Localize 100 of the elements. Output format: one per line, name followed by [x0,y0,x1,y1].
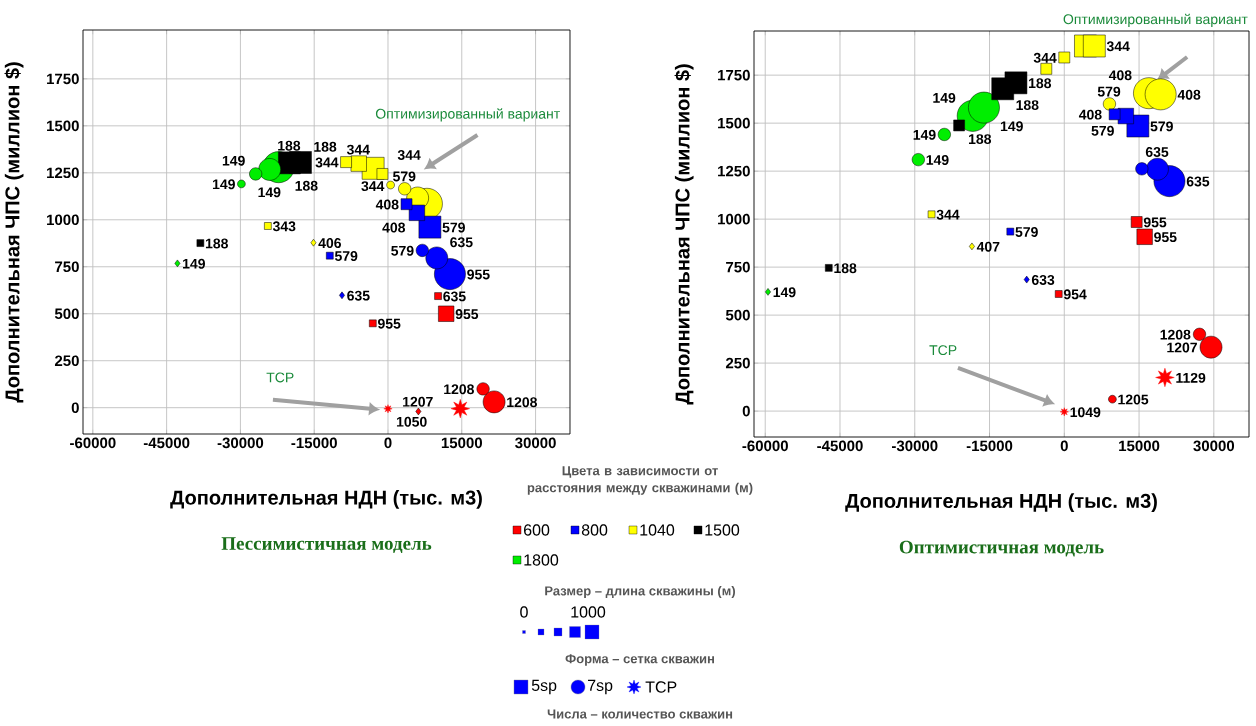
y-tick-label: 1500 [47,120,79,132]
x-tick-label: -15000 [291,437,337,449]
annotation: 579 [1150,121,1173,132]
x-tick-label: -15000 [966,440,1013,452]
annotation: 1208 [507,397,537,408]
y-tick-label: 1750 [47,73,79,85]
annotation: 344 [1106,41,1130,52]
y-tick-label: 1000 [47,214,79,226]
annotation: 633 [1031,274,1055,285]
x-tick-label: 30000 [1193,440,1235,452]
text: 5sp [531,679,557,695]
annotation: 408 [375,199,399,210]
annotation: 343 [272,221,296,232]
x-tick-label: -60000 [70,437,116,449]
annotation: 149 [1000,121,1023,132]
annotation: 344 [315,157,339,168]
x-tick-label: 15000 [1119,440,1160,452]
text: 7sp [588,679,613,695]
annotation: 188 [1029,78,1052,89]
annotation: 1049 [1070,407,1101,418]
legend-label: 600 [524,524,550,536]
annotation: Оптимизированный вариант [375,108,560,122]
x-tick-label: 0 [1060,440,1068,452]
annotation: 635 [1186,176,1210,187]
annotation: 1050 [396,416,427,427]
annotation: 1208 [444,384,474,395]
annotation: ТСР [929,345,957,356]
text: Оптимизированный вариант [1063,13,1248,27]
text: TCP [645,681,677,693]
annotation: 579 [392,171,416,182]
x-tick-label: -45000 [143,437,190,449]
legend-label: 1500 [705,524,740,536]
annotation: 408 [1177,89,1201,100]
annotation: 579 [391,245,414,256]
annotation: 188 [314,141,337,152]
annotation: 955 [1143,217,1167,228]
annotation: 954 [1063,289,1087,300]
text: Размер – длина скважины (м) [545,585,736,599]
annotation: 188 [969,134,992,145]
legend-label: 800 [581,524,608,536]
text: 1000 [571,606,606,618]
annotation: 1208 [1160,329,1191,340]
annotation: 579 [442,222,465,233]
annotation: 149 [222,155,245,166]
annotation: 579 [1091,125,1114,136]
annotation: 407 [976,241,1000,252]
x-tick-label: -30000 [891,440,938,452]
text: Числа – количество скважин [547,709,733,719]
annotation: 149 [913,129,936,140]
annotation: 955 [455,309,479,320]
annotation: ТСР [266,372,294,383]
y-tick-label: 0 [71,402,79,414]
y-tick-label: 1500 [718,117,750,129]
y-tick-label: 500 [54,308,79,320]
annotation: 1207 [403,396,433,407]
text: Оптимистичная модель [899,540,1104,557]
y-axis-title: Дополнительная ЧПС (миллион $) [4,62,24,403]
x-tick-label: 15000 [441,437,482,449]
annotation: 1129 [1176,372,1206,383]
annotation: 955 [377,318,401,329]
annotation: 406 [318,238,342,249]
x-tick-label: 0 [384,437,392,449]
legend-label: 1040 [640,524,675,536]
y-tick-label: 1000 [718,213,750,225]
annotation: 635 [450,237,473,248]
annotation: 188 [834,263,857,274]
annotation: 955 [467,269,490,280]
y-tick-label: 500 [725,309,750,321]
x-tick-label: -45000 [817,440,863,452]
x-tick-label: -30000 [217,437,264,449]
y-axis-title: Дополнительная ЧПС (миллион $) [674,64,694,405]
annotation: 1207 [1167,342,1197,353]
y-tick-label: 750 [55,261,79,273]
annotation: 344 [346,144,370,155]
legend-title: Цвета в зависимости от расстояния между скважинами (м) [527,466,753,495]
y-tick-label: 750 [726,261,750,273]
y-tick-label: 250 [725,357,750,369]
annotation: 149 [258,187,281,198]
annotation: 344 [361,181,385,192]
annotation: 188 [205,238,228,249]
annotation: 344 [936,209,960,220]
annotation: 1205 [1118,394,1149,405]
annotation: 188 [295,180,318,191]
y-tick-label: 1750 [718,69,750,81]
annotation: 149 [212,179,235,190]
x-tick-label: -60000 [742,440,788,452]
x-axis-title: Дополнительная НДН (тыс. м3) [170,490,482,509]
annotation: 579 [1015,226,1038,237]
annotation: 188 [278,140,301,151]
annotation: 344 [1033,52,1057,63]
annotation: 408 [1078,109,1102,120]
annotation: 149 [773,287,796,298]
text: 0 [520,606,528,618]
annotation: 344 [397,150,421,160]
annotation: 955 [1154,232,1177,243]
annotation: 149 [926,155,949,165]
annotation: 408 [1108,70,1132,81]
annotation: 149 [183,258,205,269]
legend-label: 1800 [524,554,559,566]
y-tick-label: 1250 [47,167,79,179]
